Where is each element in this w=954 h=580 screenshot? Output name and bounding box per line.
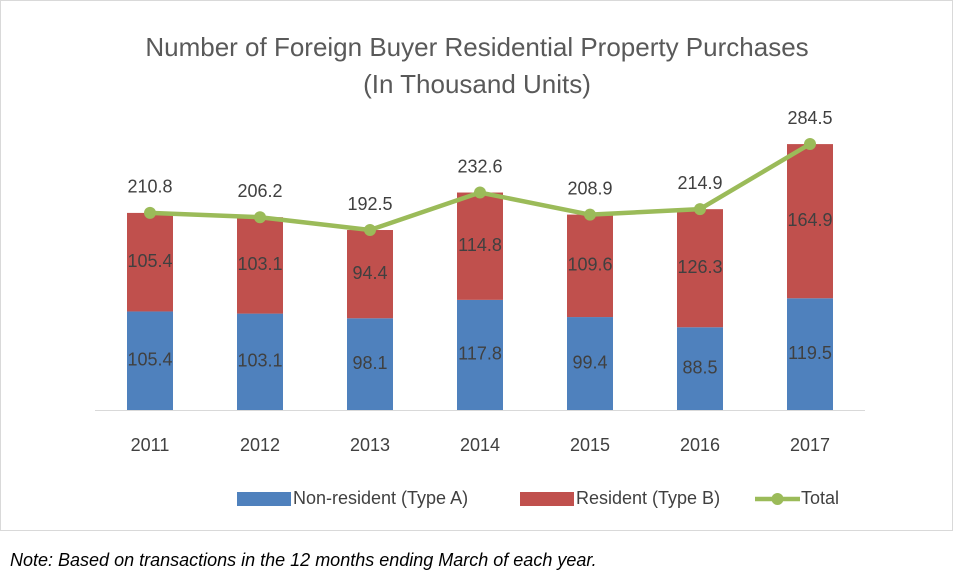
data-label: 103.1 bbox=[237, 351, 282, 371]
chart-border bbox=[0, 0, 953, 531]
data-label: 126.3 bbox=[677, 257, 722, 277]
x-tick-label: 2017 bbox=[790, 435, 830, 455]
data-label: 103.1 bbox=[237, 254, 282, 274]
total-marker bbox=[364, 224, 376, 237]
data-label: 192.5 bbox=[347, 194, 392, 214]
bar-segment bbox=[237, 313, 283, 410]
data-label: 105.4 bbox=[127, 251, 172, 271]
bar-segment bbox=[567, 317, 613, 410]
note: Note: Based on transactions in the 12 mo… bbox=[10, 550, 597, 570]
data-label: 119.5 bbox=[788, 343, 832, 363]
data-label: 232.6 bbox=[457, 156, 502, 176]
data-label: 99.4 bbox=[572, 352, 607, 372]
x-tick-label: 2011 bbox=[131, 435, 170, 455]
bar-segment bbox=[457, 299, 503, 410]
legend-label: Total bbox=[801, 488, 839, 508]
bar-segment bbox=[127, 311, 173, 410]
x-tick-label: 2016 bbox=[680, 435, 720, 455]
bar-segment bbox=[347, 318, 393, 410]
legend-label: Non-resident (Type A) bbox=[293, 488, 468, 508]
bar-segment bbox=[787, 144, 833, 299]
bar-segment bbox=[677, 327, 723, 410]
total-marker bbox=[694, 203, 706, 216]
bar-segment bbox=[127, 212, 173, 312]
total-marker bbox=[584, 208, 596, 221]
chart-title: Number of Foreign Buyer Residential Prop… bbox=[145, 32, 808, 62]
bar-segment bbox=[567, 214, 613, 318]
x-tick-label: 2015 bbox=[570, 435, 610, 455]
x-tick-label: 2013 bbox=[350, 435, 390, 455]
legend-marker bbox=[771, 493, 784, 505]
bar-segment bbox=[347, 230, 393, 319]
total-marker bbox=[474, 186, 486, 199]
data-label: 98.1 bbox=[352, 353, 387, 373]
bar-segment bbox=[677, 209, 723, 328]
x-tick-label: 2012 bbox=[240, 435, 280, 455]
legend-swatch bbox=[520, 492, 574, 506]
bar-segment bbox=[457, 192, 503, 300]
bar-segment bbox=[787, 298, 833, 410]
data-label: 117.8 bbox=[458, 344, 502, 364]
data-label: 94.4 bbox=[352, 263, 387, 283]
data-label: 88.5 bbox=[682, 357, 717, 377]
data-label: 109.6 bbox=[567, 255, 612, 275]
data-label: 210.8 bbox=[127, 177, 172, 197]
legend-swatch bbox=[237, 492, 291, 506]
bar-segment bbox=[237, 217, 283, 314]
total-marker bbox=[144, 206, 156, 219]
legend-label: Resident (Type B) bbox=[576, 488, 720, 508]
data-label: 105.4 bbox=[127, 349, 172, 369]
data-label: 284.5 bbox=[787, 108, 832, 128]
data-label: 214.9 bbox=[677, 173, 722, 193]
x-tick-label: 2014 bbox=[460, 435, 500, 455]
data-label: 114.8 bbox=[458, 235, 502, 255]
total-marker bbox=[254, 211, 266, 224]
chart-subtitle: (In Thousand Units) bbox=[363, 69, 591, 99]
data-label: 206.2 bbox=[237, 181, 282, 201]
data-label: 164.9 bbox=[787, 210, 832, 230]
total-marker bbox=[804, 138, 816, 150]
data-label: 208.9 bbox=[567, 178, 612, 198]
